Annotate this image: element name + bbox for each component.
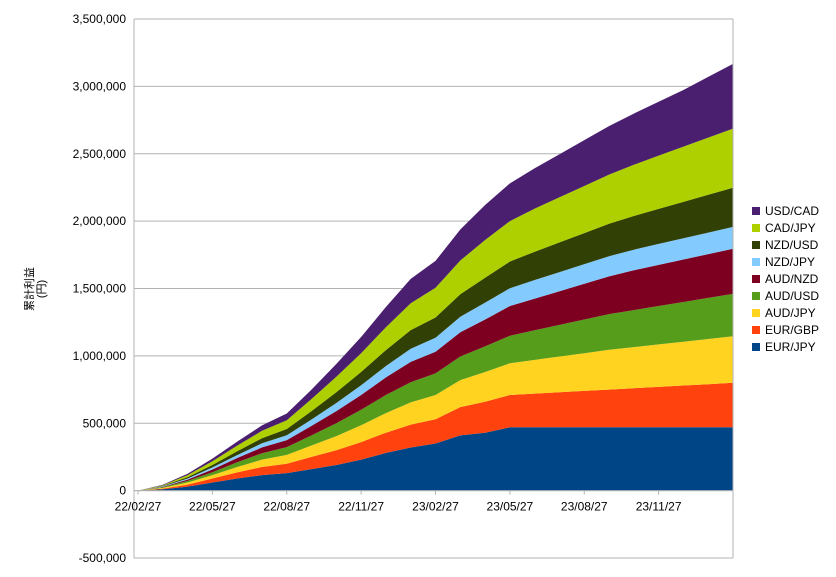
y-tick-label: 2,500,000 (73, 147, 127, 161)
y-axis-title: 累計利益 (円) (22, 267, 48, 311)
legend-label: AUD/USD (765, 289, 819, 303)
area-aud-nzd (138, 248, 733, 491)
legend: USD/CAD CAD/JPY NZD/USD NZD/JPY AUD/NZD AUD/U… (752, 204, 819, 354)
area-eur-jpy (138, 427, 733, 491)
area-nzd-jpy (138, 226, 733, 491)
legend-label: EUR/GBP (765, 323, 819, 337)
area-nzd-usd (138, 187, 733, 491)
area-usd-cad (138, 63, 733, 491)
legend-swatch (752, 241, 760, 249)
x-tick-label: 23/08/27 (561, 500, 608, 514)
x-tick-label: 22/08/27 (263, 500, 310, 514)
legend-swatch (752, 326, 760, 334)
area-cad-jpy (138, 128, 733, 491)
legend-label: NZD/USD (765, 238, 819, 252)
y-axis-label-line1: 累計利益 (22, 267, 36, 311)
x-tick-label: 23/02/27 (412, 500, 459, 514)
y-tick-label: 500,000 (83, 416, 127, 430)
area-aud-jpy (138, 336, 733, 491)
stacked-areas (138, 63, 733, 491)
legend-swatch (752, 292, 760, 300)
axes (133, 19, 734, 558)
x-tick-label: 23/05/27 (487, 500, 534, 514)
area-eur-gbp (138, 382, 733, 491)
legend-label: AUD/NZD (765, 272, 819, 286)
x-tick-label: 22/02/27 (115, 500, 162, 514)
x-tick-label: 22/11/27 (338, 500, 384, 514)
legend-swatch (752, 275, 760, 283)
legend-label: EUR/JPY (765, 340, 816, 354)
x-tick-labels: 22/02/27 22/05/27 22/08/27 22/11/27 23/02/27… (115, 500, 682, 514)
y-tick-label: 2,000,000 (73, 214, 127, 228)
y-tick-label: 1,000,000 (73, 349, 127, 363)
legend-label: CAD/JPY (765, 221, 816, 235)
x-tick-label: 23/11/27 (636, 500, 682, 514)
y-tick-label: -500,000 (79, 551, 127, 565)
legend-swatch (752, 343, 760, 351)
legend-swatch (752, 309, 760, 317)
y-tick-label: 0 (119, 484, 126, 498)
y-axis-label-line2: (円) (36, 280, 48, 298)
legend-swatch (752, 258, 760, 266)
area-aud-usd (138, 293, 733, 491)
legend-swatch (752, 224, 760, 232)
y-tick-label: 3,500,000 (73, 12, 127, 26)
legend-label: AUD/JPY (765, 306, 816, 320)
legend-swatch (752, 207, 760, 215)
legend-label: USD/CAD (765, 204, 819, 218)
legend-label: NZD/JPY (765, 255, 815, 269)
y-tick-label: 1,500,000 (73, 282, 127, 296)
y-tick-label: 3,000,000 (73, 79, 127, 93)
y-tick-labels: -500,000 0 500,000 1,000,000 1,500,000 2,000,… (73, 12, 127, 565)
x-tick-label: 22/05/27 (189, 500, 236, 514)
